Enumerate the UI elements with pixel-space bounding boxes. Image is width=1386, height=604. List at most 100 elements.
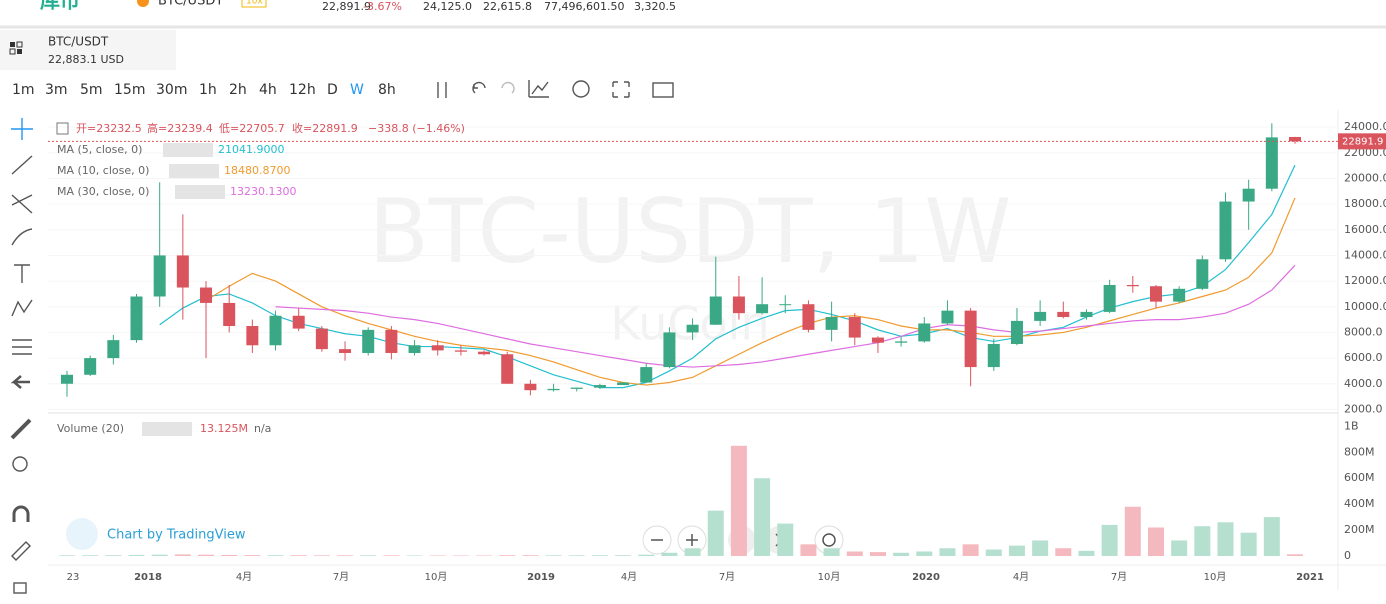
pair[interactable]: BTC/USDT: [158, 0, 223, 9]
interval[interactable]: 30m: [156, 82, 187, 98]
measure-tool[interactable]: [12, 339, 32, 355]
ma-legend[interactable]: MA (10, close, 0): [57, 164, 149, 177]
volume-bar: [1124, 506, 1141, 556]
crosshair-tool[interactable]: [11, 118, 33, 140]
interval[interactable]: D: [327, 82, 338, 98]
volume-bar: [452, 555, 469, 556]
watermark: BTC-USDT, 1W: [369, 180, 1012, 283]
snapshot[interactable]: [652, 82, 674, 98]
y-tick-label: 10000.0: [1344, 300, 1386, 313]
stat: 77,496,601.50: [544, 0, 624, 13]
fullscreen[interactable]: [612, 81, 630, 98]
y-tick-label: 18000.0: [1344, 197, 1386, 210]
redo[interactable]: [501, 81, 515, 94]
volume-bar: [1055, 548, 1072, 556]
interval[interactable]: 4h: [259, 82, 277, 98]
pattern-tool[interactable]: [11, 299, 33, 317]
interval[interactable]: 5m: [80, 82, 103, 98]
interval[interactable]: 1m: [12, 82, 35, 98]
zoom-tool[interactable]: [12, 456, 28, 472]
volume-bar: [383, 555, 400, 556]
volume-bar: [221, 554, 238, 556]
candle-body: [454, 350, 467, 352]
volume-bar: [337, 555, 354, 556]
volume-bar: [1240, 532, 1257, 556]
top-tools: [437, 80, 674, 98]
back-tool[interactable]: [10, 375, 30, 389]
interval[interactable]: 2h: [229, 82, 247, 98]
volume-bar: [707, 510, 724, 556]
candle-body: [153, 255, 166, 297]
candle-body: [709, 296, 722, 325]
lock-tool[interactable]: [13, 582, 27, 594]
undo[interactable]: [472, 81, 486, 94]
volume-bar: [128, 554, 145, 556]
x-tick-label: 10月: [1204, 571, 1227, 583]
candle-body: [339, 349, 352, 353]
magnet-tool[interactable]: [12, 505, 30, 522]
legend-buttons: [163, 143, 213, 157]
text-tool[interactable]: [14, 264, 30, 283]
brush-tool[interactable]: [11, 228, 33, 246]
line-tool[interactable]: [11, 155, 33, 175]
interval[interactable]: W: [350, 82, 364, 98]
volume-bar: [800, 544, 817, 556]
volume-bar: [939, 548, 956, 556]
lock-draw-tool[interactable]: [11, 541, 31, 561]
ma-value: 13230.1300: [230, 185, 296, 198]
candle-body: [848, 317, 861, 338]
y-tick-label: 16000.0: [1344, 223, 1386, 236]
volume-bar: [82, 555, 99, 556]
x-tick-label: 23: [67, 572, 80, 583]
volume-bar: [1078, 550, 1095, 556]
volume-bar: [568, 555, 585, 556]
ruler-tool[interactable]: [10, 418, 32, 440]
volume-legend[interactable]: Volume (20): [57, 422, 124, 435]
candle-body: [269, 315, 282, 346]
fib-tool[interactable]: [11, 194, 33, 214]
ma-line: [205, 197, 1296, 386]
ma-line: [275, 264, 1296, 368]
symbol-box[interactable]: [0, 30, 176, 70]
volume-bar: [754, 478, 771, 556]
ma-legend[interactable]: MA (30, close, 0): [57, 185, 149, 198]
ma-legend[interactable]: MA (5, close, 0): [57, 143, 142, 156]
x-tick-label: 2020: [912, 572, 940, 583]
interval[interactable]: 15m: [114, 82, 145, 98]
candle-type[interactable]: [437, 82, 447, 98]
stat: 3,320.5: [634, 0, 676, 13]
x-tick-label: 4月: [621, 571, 637, 583]
branding[interactable]: Chart by TradingView: [107, 528, 246, 543]
candle-body: [570, 387, 583, 389]
interval[interactable]: 1h: [199, 82, 217, 98]
volume-bar: [429, 555, 446, 556]
interval[interactable]: 8h: [378, 82, 396, 98]
settings[interactable]: [572, 80, 590, 98]
x-tick-label: 7月: [333, 571, 349, 583]
candle-body: [524, 383, 537, 391]
x-tick-label: 2019: [527, 572, 555, 583]
volume-bar: [406, 555, 423, 556]
candle-body: [1219, 201, 1232, 260]
icon: [9, 48, 16, 55]
candle-body: [617, 382, 630, 386]
stat: 24,125.0: [423, 0, 472, 13]
left-toolbar: [10, 118, 33, 594]
x-tick-label: 10月: [425, 571, 448, 583]
candle-body: [130, 296, 143, 341]
volume-bar: [545, 555, 562, 556]
collapse-btn[interactable]: [56, 122, 69, 135]
candle-body: [918, 323, 931, 342]
indicators[interactable]: [528, 80, 549, 98]
candle-body: [895, 341, 908, 343]
candle-body: [593, 385, 606, 388]
volume-extra: n/a: [254, 422, 271, 435]
interval[interactable]: 3m: [45, 82, 68, 98]
candle-body: [246, 326, 259, 346]
x-tick-label: 10月: [818, 571, 841, 583]
interval[interactable]: 12h: [289, 82, 316, 98]
candle-body: [362, 329, 375, 353]
legend-buttons: [142, 422, 192, 436]
icon: [10, 42, 15, 47]
